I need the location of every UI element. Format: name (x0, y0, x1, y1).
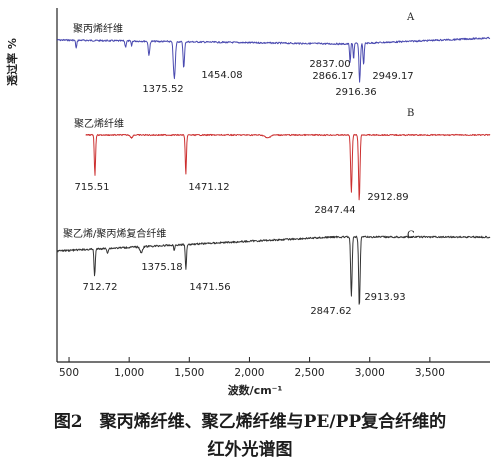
series-letter-B: B (407, 108, 414, 119)
x-tick-label: 1,500 (174, 367, 204, 379)
spectrum-line-A (56, 36, 491, 83)
series-letter-C: C (407, 230, 415, 241)
series-letter-A: A (406, 12, 415, 23)
x-tick-label: 500 (59, 367, 79, 379)
series-name-B: 聚乙烯纤维 (74, 117, 124, 130)
peak-label: 1375.52 (142, 84, 183, 95)
peak-label: 1454.08 (201, 70, 242, 81)
plot-area: 500 1,000 1,500 2,000 2,500 3,000 3,500 聚丙烯纤维 A 1… (56, 8, 491, 379)
peak-label: 2916.36 (335, 87, 376, 98)
caption-line-1: 图2 聚丙烯纤维、聚乙烯纤维与PE/PP复合纤维的 (53, 412, 447, 432)
peak-label: 2837.00 (309, 59, 350, 70)
spectrum-line-C (56, 235, 491, 305)
peak-label: 712.72 (83, 282, 118, 293)
peak-label: 1471.12 (188, 182, 229, 193)
peak-label: 2847.62 (310, 306, 351, 317)
figure-caption: 图2 聚丙烯纤维、聚乙烯纤维与PE/PP复合纤维的 红外光谱图 (0, 408, 500, 464)
peak-label: 2866.17 (312, 71, 353, 82)
series-name-A: 聚丙烯纤维 (73, 22, 123, 35)
peak-label: 1375.18 (141, 262, 182, 273)
x-tick-label: 3,500 (415, 367, 445, 379)
spectrum-line-B (85, 133, 491, 201)
peak-label: 2847.44 (314, 205, 355, 216)
series-name-C: 聚乙烯/聚丙烯复合纤维 (63, 227, 166, 240)
peak-label: 715.51 (75, 182, 110, 193)
peak-label: 1471.56 (189, 282, 230, 293)
peak-label: 2949.17 (372, 71, 413, 82)
peak-label: 2912.89 (367, 192, 408, 203)
x-axis-label: 波数/cm⁻¹ (228, 383, 283, 397)
peak-label: 2913.93 (364, 292, 405, 303)
x-tick-label: 3,000 (355, 367, 385, 379)
y-axis-label: 透过率 % (5, 38, 19, 86)
x-tick-label: 2,000 (234, 367, 264, 379)
x-tick-label: 2,500 (295, 367, 325, 379)
caption-line-2: 红外光谱图 (207, 440, 293, 460)
x-tick-label: 1,000 (114, 367, 144, 379)
